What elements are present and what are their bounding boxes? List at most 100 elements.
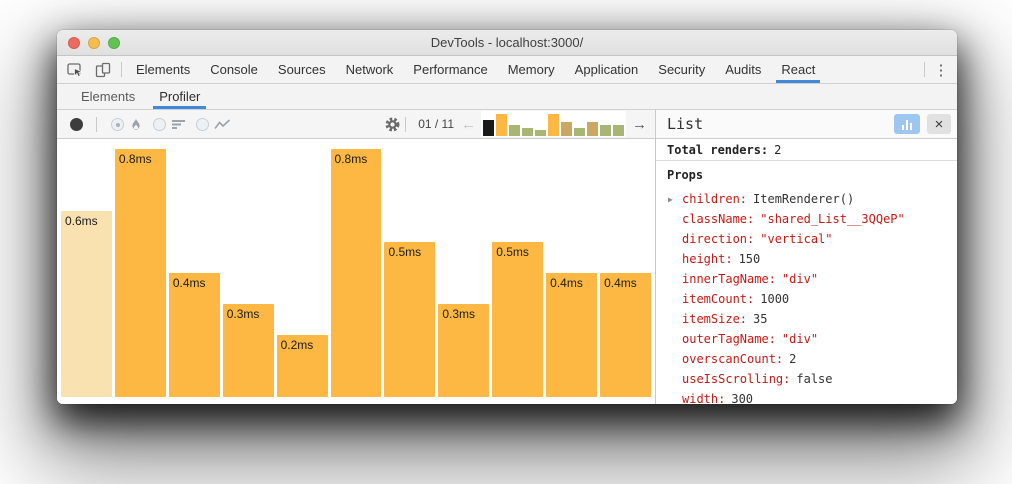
prop-key: outerTagName: — [682, 332, 776, 346]
commit-selector-bar[interactable] — [561, 122, 572, 136]
react-panel-tabbar: Elements Profiler — [57, 84, 957, 110]
close-details-button[interactable]: × — [927, 114, 951, 134]
commit-selector-bar[interactable] — [548, 114, 559, 136]
profiler-content: 01 / 11 ← → 0.6ms 0.8ms 0.4ms 0.3ms 0.2ms 0.8… — [57, 110, 957, 404]
commit-selector-bar[interactable] — [574, 128, 585, 136]
tab-console[interactable]: Console — [200, 56, 268, 83]
total-renders-value: 2 — [774, 142, 782, 157]
toolbar-divider — [96, 116, 97, 132]
total-renders-row: Total renders: 2 — [656, 139, 957, 161]
tab-react-profiler[interactable]: Profiler — [147, 84, 212, 109]
prop-value: 35 — [753, 312, 768, 326]
commit-bar[interactable]: 0.8ms — [114, 149, 166, 397]
commit-bar[interactable]: 0.4ms — [546, 273, 598, 397]
prop-row[interactable]: direction: "vertical" — [667, 229, 957, 249]
prop-row[interactable]: ▶ children: ItemRenderer() — [667, 189, 957, 209]
prop-row[interactable]: useIsScrolling: false — [667, 369, 957, 389]
commit-selector-bar[interactable] — [535, 130, 546, 136]
flamegraph-radio[interactable] — [111, 117, 124, 131]
commit-bar[interactable]: 0.6ms — [61, 211, 112, 397]
bar-chart-icon — [910, 123, 912, 130]
prop-row[interactable]: itemSize: 35 — [667, 309, 957, 329]
ranked-radio[interactable] — [153, 117, 166, 131]
commit-selector-minichart[interactable] — [481, 111, 626, 137]
commit-selector-bar[interactable] — [613, 125, 624, 136]
prop-key: itemCount: — [682, 292, 755, 306]
prop-key: className: — [682, 212, 755, 226]
prop-row[interactable]: overscanCount: 2 — [667, 349, 957, 369]
prop-row[interactable]: itemCount: 1000 — [667, 289, 957, 309]
tab-label: Performance — [413, 62, 488, 77]
tab-memory[interactable]: Memory — [498, 56, 565, 83]
bar-duration-label: 0.2ms — [280, 338, 314, 352]
prop-value: 300 — [731, 392, 754, 404]
commit-selector-bar[interactable] — [600, 125, 611, 136]
bar-duration-label: 0.8ms — [334, 152, 368, 166]
bar-duration-label: 0.6ms — [65, 214, 98, 228]
zoom-window-button[interactable] — [108, 37, 120, 49]
interactions-radio[interactable] — [196, 117, 209, 131]
commit-selector-bar[interactable] — [509, 125, 520, 136]
traffic-lights — [68, 37, 120, 49]
tab-elements[interactable]: Elements — [126, 56, 200, 83]
next-commit-arrow-icon[interactable]: → — [632, 115, 647, 133]
tab-react[interactable]: React — [771, 56, 825, 83]
prop-row[interactable]: height: 150 — [667, 249, 957, 269]
commit-selector-bar[interactable] — [496, 114, 507, 136]
window-title: DevTools - localhost:3000/ — [430, 35, 584, 50]
commit-selector-bar[interactable] — [483, 120, 494, 136]
chart-type-flamegraph[interactable] — [111, 117, 143, 132]
chart-type-ranked[interactable] — [153, 117, 186, 131]
titlebar: DevTools - localhost:3000/ — [57, 30, 957, 56]
commit-bar[interactable]: 0.4ms — [168, 273, 220, 397]
commit-bar[interactable]: 0.2ms — [276, 335, 328, 397]
prop-row[interactable]: width: 300 — [667, 389, 957, 404]
bar-duration-label: 0.5ms — [388, 245, 422, 259]
tab-sources[interactable]: Sources — [268, 56, 336, 83]
tab-network[interactable]: Network — [336, 56, 404, 83]
devtools-menu-icon[interactable]: ⋮ — [933, 61, 949, 79]
commit-bar[interactable]: 0.3ms — [222, 304, 274, 397]
expand-triangle-icon[interactable]: ▶ — [668, 195, 673, 204]
chart-type-interactions[interactable] — [196, 117, 231, 131]
bar-duration-label: 0.8ms — [118, 152, 152, 166]
toolbar-divider — [924, 62, 925, 77]
close-window-button[interactable] — [68, 37, 80, 49]
commit-bar[interactable]: 0.3ms — [438, 304, 490, 397]
prop-row[interactable]: innerTagName: "div" — [667, 269, 957, 289]
tab-react-elements[interactable]: Elements — [69, 84, 147, 109]
commit-bar[interactable]: 0.5ms — [492, 242, 544, 397]
commit-selector-bar[interactable] — [587, 122, 598, 136]
tab-label: Audits — [725, 62, 762, 77]
prop-key: width: — [682, 392, 726, 404]
tab-label: Console — [210, 62, 258, 77]
prop-key: innerTagName: — [682, 272, 776, 286]
settings-gear-icon[interactable] — [384, 116, 401, 133]
record-button[interactable] — [70, 117, 83, 131]
commit-selector-bar[interactable] — [522, 128, 533, 136]
bar-duration-label: 0.3ms — [442, 307, 476, 321]
tab-application[interactable]: Application — [565, 56, 649, 83]
prop-row[interactable]: className: "shared_List__3QQeP" — [667, 209, 957, 229]
prop-value: "div" — [781, 332, 819, 346]
prop-value: ItemRenderer() — [753, 192, 855, 206]
minimize-window-button[interactable] — [88, 37, 100, 49]
tab-audits[interactable]: Audits — [715, 56, 771, 83]
prop-key: itemSize: — [682, 312, 748, 326]
previous-commit-arrow-icon[interactable]: ← — [461, 115, 476, 133]
props-heading: Props — [667, 168, 704, 182]
bar-chart-icon — [902, 125, 904, 130]
inspect-element-icon[interactable] — [61, 56, 89, 83]
prop-key: useIsScrolling: — [682, 372, 791, 386]
commit-bar[interactable]: 0.8ms — [330, 149, 382, 397]
commit-bar[interactable]: 0.4ms — [600, 273, 651, 397]
commit-bar[interactable]: 0.5ms — [384, 242, 436, 397]
prop-key: children: — [682, 192, 748, 206]
panel-divider[interactable] — [655, 110, 656, 404]
bar-duration-label: 0.3ms — [226, 307, 260, 321]
prop-row[interactable]: outerTagName: "div" — [667, 329, 957, 349]
tab-performance[interactable]: Performance — [403, 56, 497, 83]
tab-security[interactable]: Security — [648, 56, 715, 83]
device-toolbar-icon[interactable] — [89, 56, 117, 83]
render-chart-toggle-button[interactable] — [894, 114, 920, 134]
